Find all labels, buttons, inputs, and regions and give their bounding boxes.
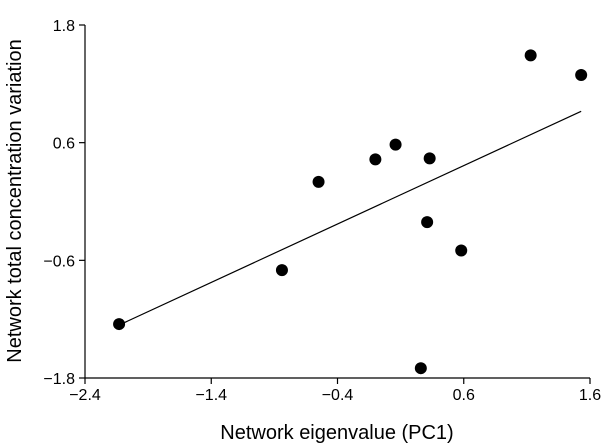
scatter-point [575,69,588,82]
scatter-point [113,318,126,331]
x-tick-label: −0.4 [322,387,354,404]
y-axis-title: Network total concentration variation [4,39,26,363]
scatter-point [414,362,427,375]
scatter-point [275,264,288,277]
scatter-point [455,244,468,257]
scatter-point [369,153,382,166]
regression-line [118,110,582,326]
x-axis-title: Network eigenvalue (PC1) [220,422,453,444]
scatter-point [421,216,434,229]
x-tick-label: 1.6 [579,387,601,404]
y-tick-label: −1.8 [43,371,75,388]
regression-line-group [118,110,582,326]
scatter-point [312,175,325,188]
scatter-point [423,152,436,165]
scatter-point [389,138,402,151]
data-points [113,49,588,375]
y-tick-label: 0.6 [53,136,75,153]
x-tick-label: −2.4 [69,387,101,404]
y-tick-label: 1.8 [53,18,75,35]
x-ticks: −2.4 −1.4 −0.4 0.6 1.6 [69,378,601,404]
y-tick-label: −0.6 [43,253,75,270]
x-tick-label: 0.6 [453,387,475,404]
x-tick-label: −1.4 [195,387,227,404]
scatter-point [524,49,537,62]
y-ticks: −1.8 −0.6 0.6 1.8 [43,18,85,388]
axes [84,25,590,379]
